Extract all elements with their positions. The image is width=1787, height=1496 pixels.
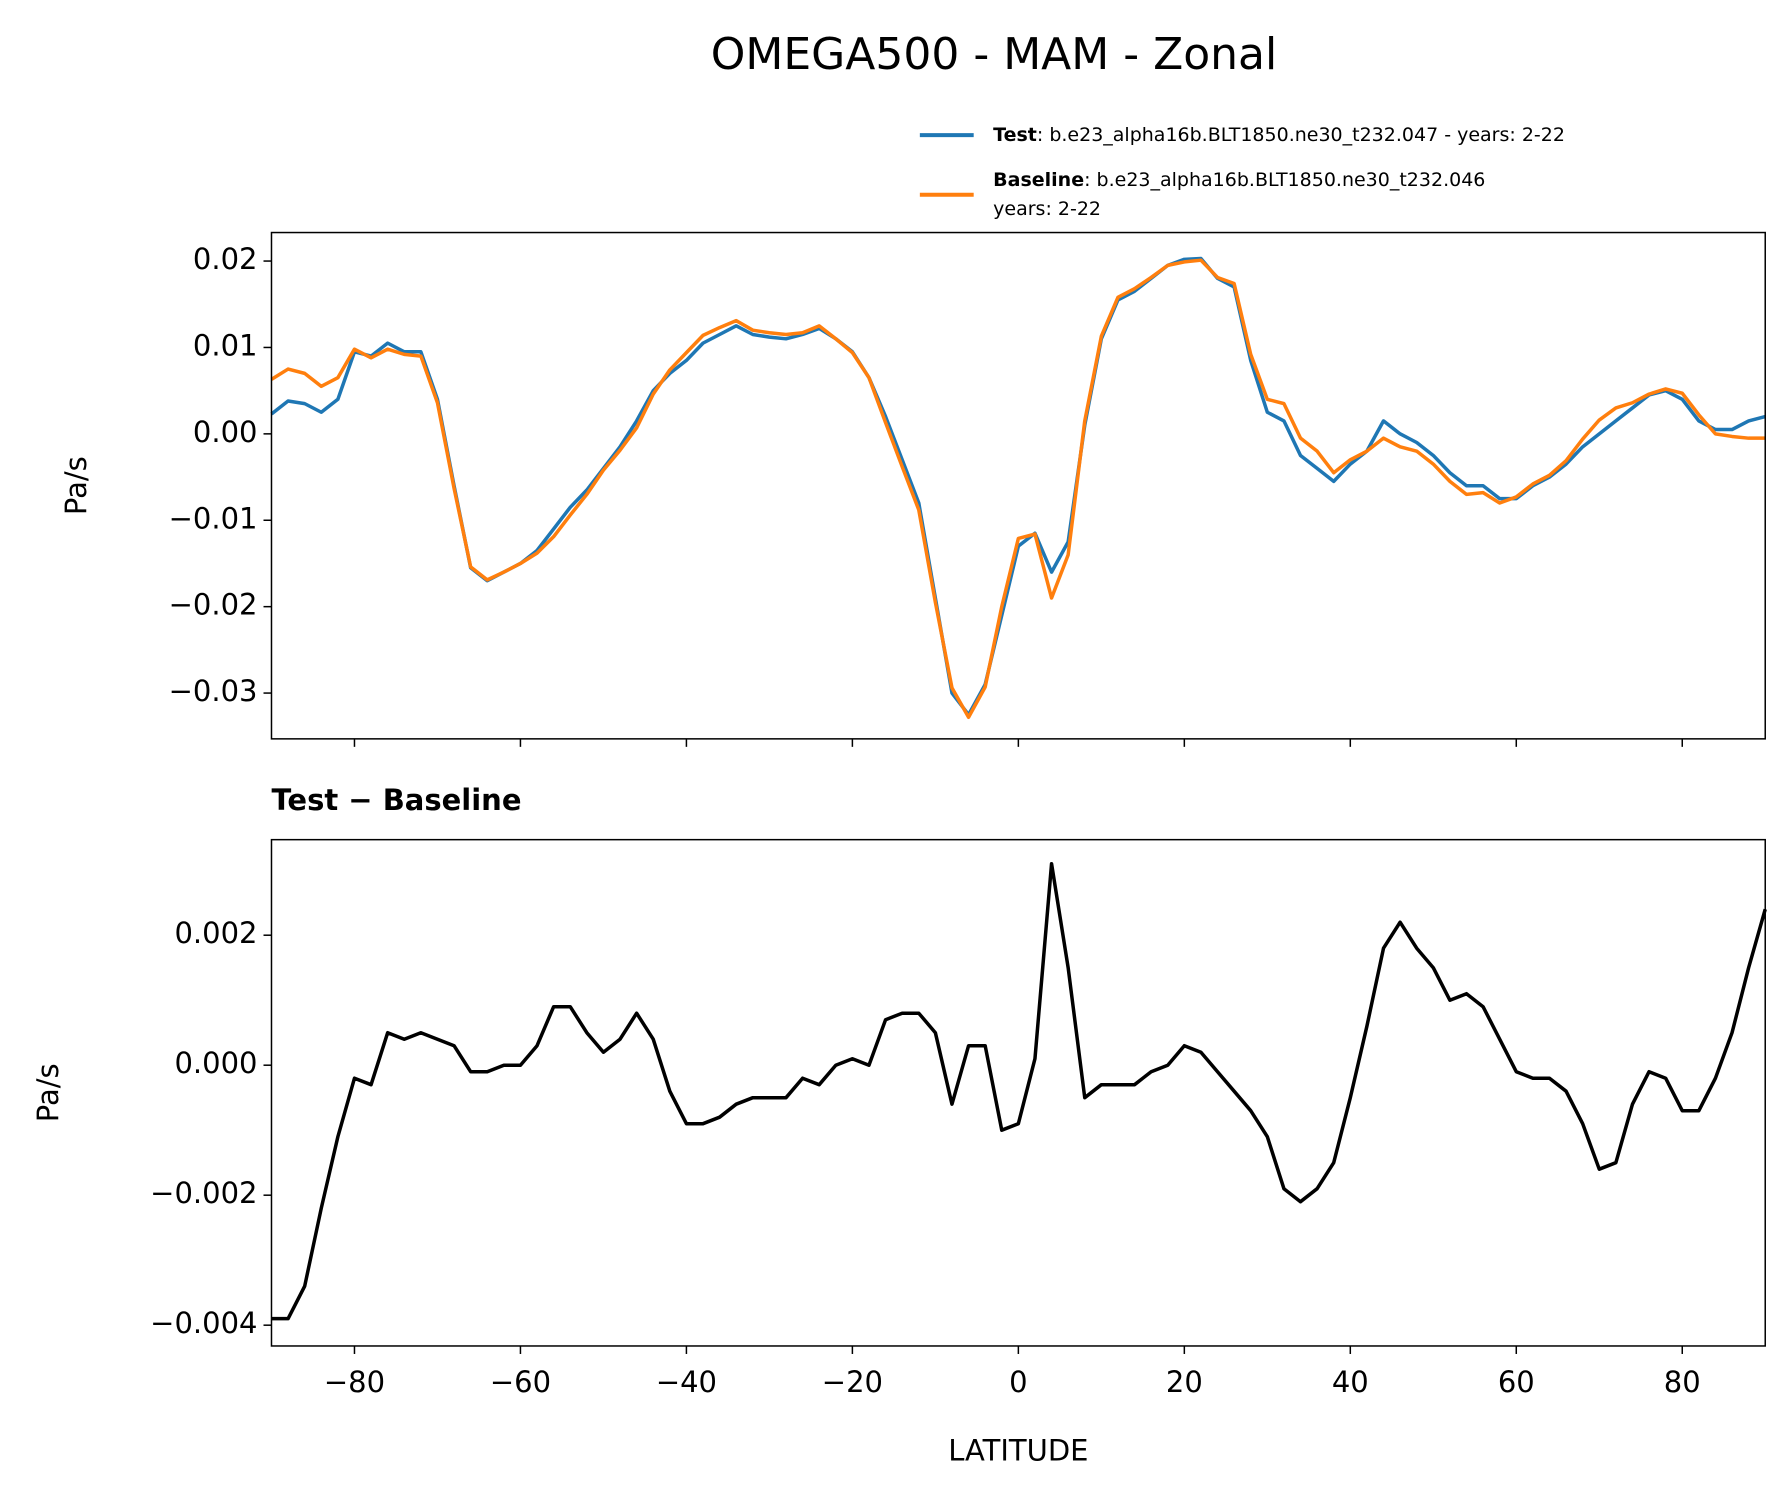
x-tick-label: −20 <box>822 1365 883 1399</box>
subplot-title: Test − Baseline <box>271 783 521 817</box>
legend-label: years: 2-22 <box>993 198 1101 220</box>
x-tick-label: 0 <box>1009 1365 1027 1399</box>
y-tick-label: −0.002 <box>150 1176 257 1210</box>
legend-description: : b.e23_alpha16b.BLT1850.ne30_t232.047 -… <box>1037 124 1565 146</box>
data-line <box>270 258 1766 720</box>
legend-name: Test <box>993 124 1037 146</box>
x-tick-label: −60 <box>490 1365 551 1399</box>
x-tick-label: 40 <box>1332 1365 1369 1399</box>
y-tick-label: −0.03 <box>169 674 258 708</box>
data-line <box>271 861 1767 1321</box>
y-tick-label: 0.002 <box>174 916 257 950</box>
y-tick-label: 0.01 <box>193 328 258 362</box>
axes-frame <box>270 838 1766 1347</box>
y-tick-label: 0.02 <box>193 242 258 276</box>
x-tick-label: 60 <box>1498 1365 1535 1399</box>
y-axis-label: Pa/s <box>31 1063 65 1122</box>
figure-title: OMEGA500 - MAM - Zonal <box>711 29 1277 80</box>
y-tick-label: −0.02 <box>169 588 258 622</box>
legend-label: Test: b.e23_alpha16b.BLT1850.ne30_t232.0… <box>993 124 1565 146</box>
y-axis-label: Pa/s <box>59 456 93 515</box>
x-tick-label: −40 <box>656 1365 717 1399</box>
legend-name: Baseline <box>993 168 1084 190</box>
y-tick-label: −0.004 <box>150 1306 257 1340</box>
x-tick-label: −80 <box>324 1365 385 1399</box>
y-tick-label: −0.01 <box>169 501 258 535</box>
y-tick-label: 0.000 <box>174 1046 257 1080</box>
x-tick-label: 20 <box>1166 1365 1203 1399</box>
y-tick-label: 0.00 <box>193 415 258 449</box>
legend-description: : b.e23_alpha16b.BLT1850.ne30_t232.046 <box>1084 168 1485 190</box>
x-axis-label: LATITUDE <box>948 1434 1088 1468</box>
legend-label: Baseline: b.e23_alpha16b.BLT1850.ne30_t2… <box>993 168 1485 190</box>
axes-frame <box>270 231 1766 740</box>
x-tick-label: 80 <box>1664 1365 1701 1399</box>
